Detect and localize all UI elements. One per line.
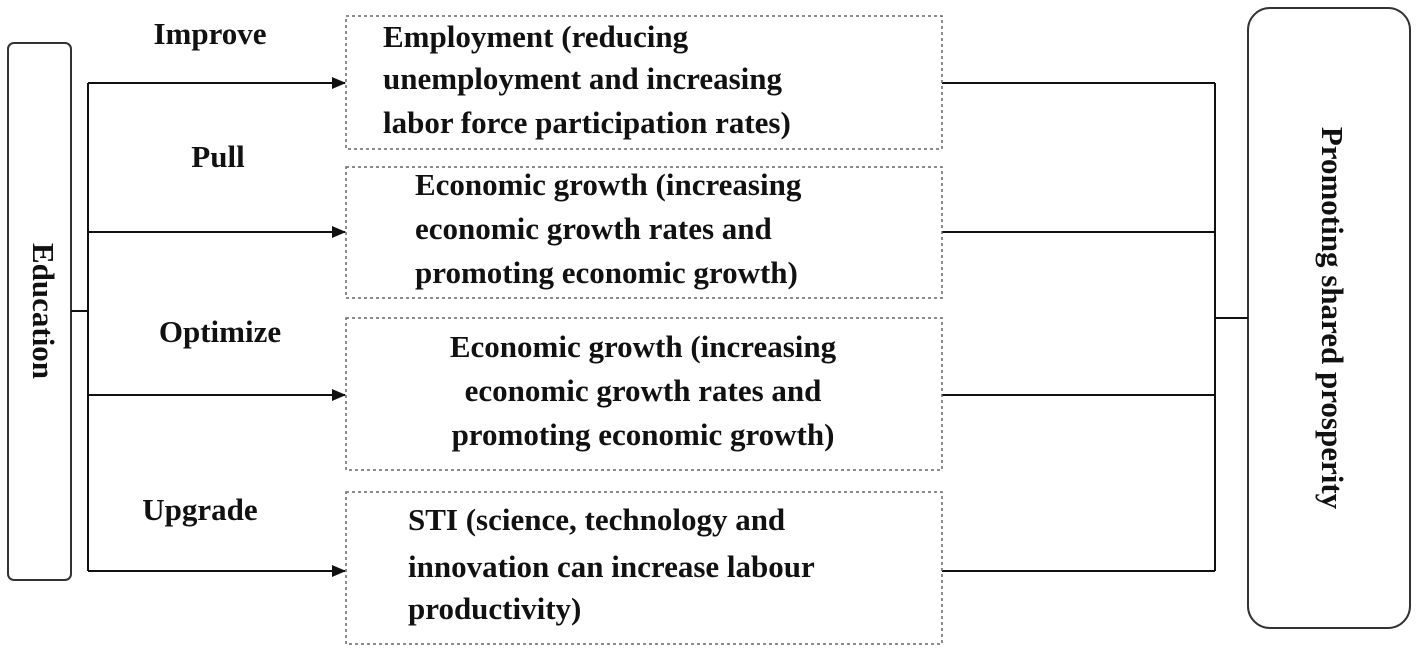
outcome-text: promoting economic growth) [452,417,835,452]
outcome-box [345,166,943,299]
outcome-box [345,317,943,471]
outcome-text: economic growth rates and [465,373,822,408]
edge-label: Pull [191,139,245,174]
outcome-text: Employment (reducing [383,19,689,54]
outcome-text: Economic growth (increasing [450,329,837,364]
outcome-text: labor force participation rates) [383,105,791,140]
outcome-box [345,491,943,645]
target-label: Promoting shared prosperity [1315,127,1350,510]
outcome-text: Economic growth (increasing [415,167,802,202]
outcome-text: productivity) [408,591,581,626]
edge-label: Optimize [159,314,281,349]
outcome-text: innovation can increase labour [408,549,815,584]
outcome-text: unemployment and increasing [383,61,783,96]
outcome-text: STI (science, technology and [408,502,785,537]
source-label: Education [26,243,61,379]
outcome-text: economic growth rates and [415,211,772,246]
outcome-text: promoting economic growth) [415,255,798,290]
edge-label: Improve [153,16,266,51]
edge-label: Upgrade [142,492,257,527]
outcome-box [345,15,943,150]
